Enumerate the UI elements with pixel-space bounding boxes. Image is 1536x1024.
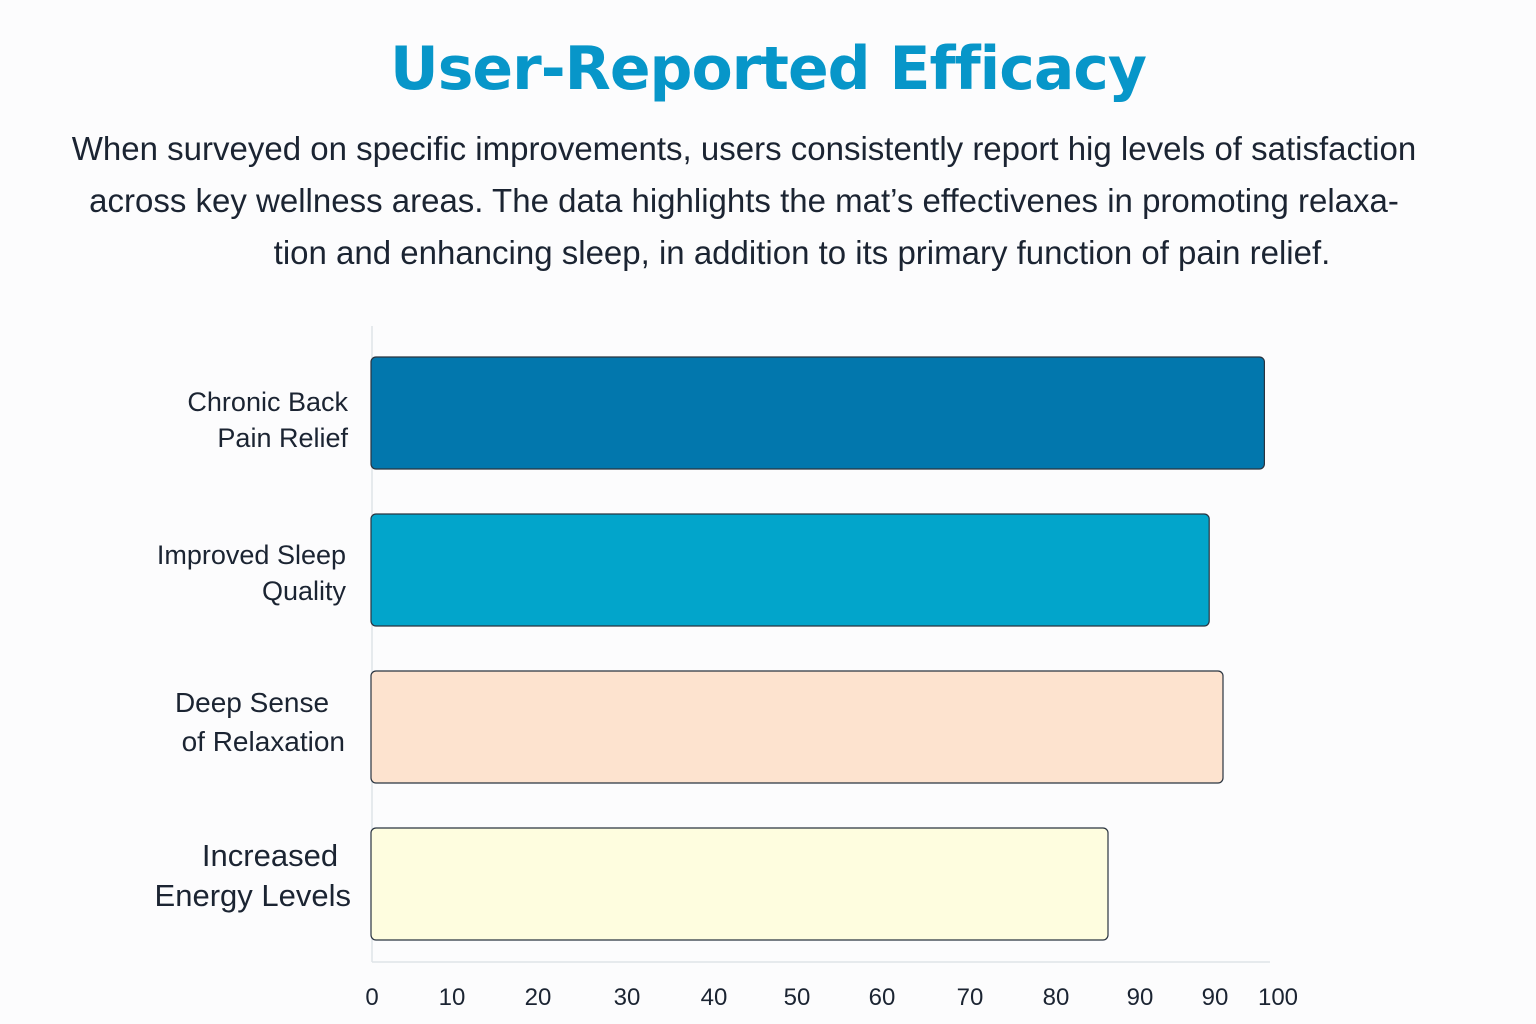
category-label-line: Chronic Back [187,387,348,417]
category-label-line: Deep Sense [175,687,329,718]
x-tick-label: 20 [525,984,552,1011]
bar-improved-sleep-quality [370,513,1210,627]
x-tick-label: 70 [957,984,984,1011]
x-tick-label: 40 [701,984,728,1011]
category-label-chronic-back-pain-relief: Chronic Back Pain Relief [187,387,348,453]
page-title: User-Reported Efficacy [390,34,1147,104]
x-tick-label: 90 [1127,984,1154,1011]
intro-text-line-2: across key wellness areas. The data high… [89,182,1399,219]
x-tick-label: 80 [1043,984,1070,1011]
category-label-line: Pain Relief [217,423,348,453]
category-label-line: of Relaxation [182,726,345,757]
x-tick-label: 10 [439,984,466,1011]
category-label-line: Quality [262,576,347,606]
category-label-deep-sense-of-relaxation: Deep Sense of Relaxation [175,687,345,757]
category-label-increased-energy-levels: Increased Energy Levels [155,838,351,913]
bar-increased-energy-levels [370,827,1109,941]
intro-text-line-3: tion and enhancing sleep, in addition to… [273,234,1331,271]
category-label-line: Increased [202,838,338,873]
category-label-line: Improved Sleep [157,540,346,570]
x-tick-label: 50 [784,984,811,1011]
x-tick-label: 0 [365,984,378,1011]
category-label-line: Energy Levels [155,878,351,913]
x-tick-label: 100 [1258,984,1298,1011]
category-label-improved-sleep-quality: Improved Sleep Quality [157,540,347,606]
intro-text-line-1: When surveyed on specific improvements, … [71,130,1417,167]
bar-chronic-back-pain-relief [370,356,1266,470]
x-tick-label: 30 [614,984,641,1011]
x-tick-label: 90 [1202,984,1229,1011]
x-tick-label: 60 [869,984,896,1011]
bar-deep-sense-of-relaxation [370,670,1224,784]
